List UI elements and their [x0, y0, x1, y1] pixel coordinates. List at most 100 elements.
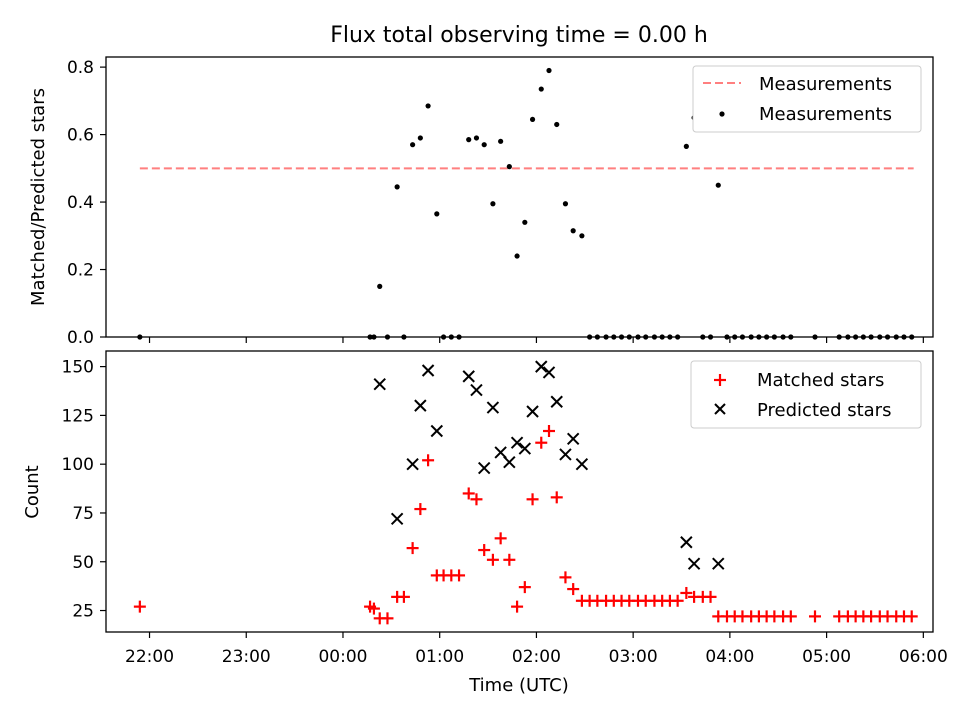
measurement-point — [506, 164, 512, 170]
top-tick-marks — [100, 66, 924, 343]
matched-star-point — [453, 569, 466, 582]
bottom-axes-frame — [105, 350, 934, 633]
bottom-y-tick-label: 125 — [62, 406, 94, 426]
bottom-legend: Matched stars Predicted stars — [690, 360, 922, 429]
top-y-tick-label: 0.8 — [67, 58, 94, 78]
bottom-y-tick-labels: 25 50 75 100 125 150 — [62, 358, 94, 622]
top-y-tick-label: 0.6 — [67, 126, 94, 146]
measurement-point — [529, 116, 536, 123]
matched-star-point — [470, 493, 483, 506]
measurement-point — [579, 233, 585, 239]
matched-star-point — [808, 610, 821, 623]
matched-star-point — [671, 594, 684, 607]
predicted-star-stroke — [510, 436, 524, 449]
top-axes: 0.00.20.40.60.8 Matched/Predicted stars … — [28, 56, 934, 348]
measurement-point — [466, 137, 472, 143]
predicted-star-stroke — [406, 457, 419, 471]
predicted-star-stroke — [575, 457, 589, 471]
legend-threshold-label: Measurements — [759, 74, 892, 95]
measurement-point — [570, 228, 576, 234]
predicted-star-stroke — [503, 456, 516, 469]
matched-star-point — [680, 586, 693, 599]
matched-star-point — [704, 590, 717, 603]
bottom-tick-marks — [100, 366, 924, 638]
predicted-star-point — [406, 457, 419, 471]
matched-stars-series — [133, 425, 918, 625]
predicted-star-stroke — [390, 512, 404, 526]
x-tick-label: 22:00 — [125, 647, 174, 667]
matched-star-point — [381, 612, 394, 625]
legend-predicted-label: Predicted stars — [757, 400, 891, 421]
matched-star-point — [503, 553, 516, 566]
measurement-point — [434, 211, 440, 217]
matched-star-point — [486, 553, 499, 566]
bottom-y-tick-label: 25 — [72, 602, 94, 622]
matched-star-point — [511, 600, 524, 613]
measurement-point — [410, 142, 416, 148]
x-tick-label: 05:00 — [802, 647, 851, 667]
bottom-y-axis-label: Count — [22, 465, 43, 518]
bottom-axes: 25 50 75 100 125 150 22:00 23:00 00:00 01:00 02:0… — [22, 350, 948, 696]
predicted-star-point — [535, 360, 548, 373]
predicted-star-point — [477, 461, 491, 475]
legend-measurements-label: Measurements — [759, 104, 892, 125]
matched-star-point — [550, 491, 563, 504]
x-tick-label: 06:00 — [899, 647, 948, 667]
top-axes-frame — [105, 56, 934, 338]
matched-star-point — [478, 544, 491, 557]
measurement-point — [417, 135, 423, 141]
figure-title: Flux total observing time = 0.00 h — [330, 23, 708, 48]
measurement-point — [538, 86, 544, 92]
predicted-star-stroke — [680, 536, 693, 549]
matched-star-point — [526, 493, 539, 506]
predicted-star-stroke — [526, 405, 539, 418]
predicted-star-point — [687, 557, 701, 570]
matched-star-point — [559, 571, 572, 584]
measurement-point — [394, 184, 400, 190]
measurement-point — [522, 219, 528, 225]
predicted-star-point — [526, 405, 539, 418]
measurement-point — [514, 253, 520, 259]
matched-star-point — [422, 454, 435, 467]
matched-star-point — [367, 602, 380, 615]
predicted-star-point — [462, 370, 475, 383]
predicted-star-stroke — [470, 383, 483, 397]
matched-star-point — [905, 610, 918, 623]
legend-matched-label: Matched stars — [757, 370, 884, 391]
predicted-star-stroke — [542, 366, 556, 379]
bottom-legend-box — [690, 360, 922, 429]
measurement-point — [562, 201, 569, 207]
matched-star-point — [397, 590, 410, 603]
measurement-point — [377, 283, 383, 289]
bottom-y-tick-label: 100 — [62, 455, 94, 475]
predicted-star-stroke — [414, 399, 427, 412]
predicted-star-stroke — [477, 461, 491, 475]
measurement-point — [546, 67, 552, 74]
top-y-tick-label: 0.2 — [67, 261, 94, 281]
top-y-tick-labels: 0.0 0.2 0.4 0.6 0.8 — [67, 58, 94, 348]
legend-matched-swatch — [714, 374, 726, 386]
predicted-star-stroke — [535, 360, 548, 373]
predicted-star-point — [559, 448, 572, 461]
predicted-star-stroke — [518, 442, 532, 455]
measurement-point — [490, 201, 496, 207]
predicted-star-stroke — [494, 446, 507, 459]
top-y-tick-label: 0.0 — [67, 328, 94, 348]
x-tick-label: 02:00 — [512, 647, 561, 667]
predicted-star-stroke — [687, 557, 701, 570]
predicted-star-point — [430, 424, 444, 438]
measurement-point — [715, 182, 721, 188]
legend-predicted-swatch — [714, 403, 726, 415]
predicted-star-point — [414, 399, 427, 412]
measurement-point — [473, 135, 480, 141]
predicted-star-point — [518, 442, 532, 455]
bottom-y-tick-label: 75 — [72, 504, 94, 524]
predicted-star-stroke — [486, 401, 500, 414]
predicted-star-stroke — [566, 432, 580, 446]
matched-star-point — [567, 583, 580, 596]
top-legend: Measurements Measurements — [692, 65, 922, 133]
measurement-point — [498, 138, 504, 144]
legend-measurements-swatch — [719, 111, 725, 117]
bottom-x-tick-labels: 22:00 23:00 00:00 01:00 02:00 03:00 04:00 05:00… — [125, 647, 948, 667]
